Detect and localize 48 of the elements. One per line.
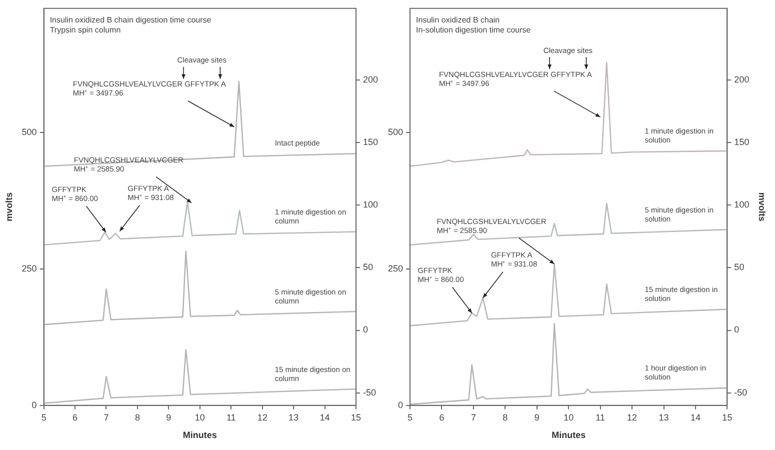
x-tick-label: 7: [470, 412, 476, 422]
x-tick-label: 15: [350, 412, 361, 422]
y2-tick-label: -50: [734, 387, 748, 398]
x-tick-label: 8: [502, 412, 508, 422]
x-axis-title: Minutes: [182, 430, 217, 440]
x-tick-label: 10: [194, 412, 205, 422]
x-tick-label: 12: [257, 412, 268, 422]
text: Trypsin spin column: [50, 26, 121, 35]
x-tick-label: 9: [166, 412, 172, 422]
x-axis-title: Minutes: [552, 430, 586, 440]
y2-tick-label: 150: [362, 136, 378, 147]
y-tick-label: 500: [388, 126, 404, 137]
x-tick-label: 13: [658, 412, 669, 422]
y-tick-label: 250: [22, 263, 37, 274]
text: Insulin oxidized B chain: [416, 16, 500, 25]
text: Insulin oxidized B chain digestion time course: [50, 16, 212, 25]
y-tick-label: 0: [32, 400, 37, 410]
y2-tick-label: 50: [734, 262, 744, 272]
y-tick-label: 250: [388, 263, 404, 274]
text: In-solution digestion time course: [416, 26, 532, 35]
x-tick-label: 5: [408, 412, 413, 422]
y2-tick-label: 200: [734, 74, 750, 84]
x-tick-label: 7: [104, 412, 109, 422]
x-tick-label: 15: [722, 412, 732, 422]
x-tick-label: 12: [627, 412, 638, 422]
y-axis-title: mvolts: [4, 192, 14, 222]
y2-axis-title: mvolts: [757, 192, 768, 222]
x-tick-label: 14: [690, 412, 700, 422]
y2-tick-label: 50: [362, 262, 373, 272]
y-tick-label: 500: [22, 126, 37, 137]
x-tick-label: 11: [226, 412, 236, 422]
y2-tick-label: -50: [362, 387, 376, 398]
x-tick-label: 8: [134, 412, 140, 422]
y-tick-label: 0: [398, 400, 404, 410]
y2-tick-label: 100: [734, 200, 750, 210]
y2-tick-label: 200: [362, 74, 378, 84]
y2-tick-label: 0: [362, 324, 368, 335]
x-tick-label: 6: [439, 412, 444, 422]
x-tick-label: 11: [596, 412, 605, 422]
x-tick-label: 9: [534, 412, 540, 422]
y2-tick-label: 0: [734, 324, 740, 335]
x-tick-label: 5: [41, 412, 46, 422]
x-tick-label: 14: [320, 412, 330, 422]
x-tick-label: 10: [564, 412, 574, 422]
x-tick-label: 6: [72, 412, 78, 422]
y2-tick-label: 100: [362, 200, 378, 210]
y2-tick-label: 150: [734, 136, 750, 147]
x-tick-label: 13: [288, 412, 299, 422]
